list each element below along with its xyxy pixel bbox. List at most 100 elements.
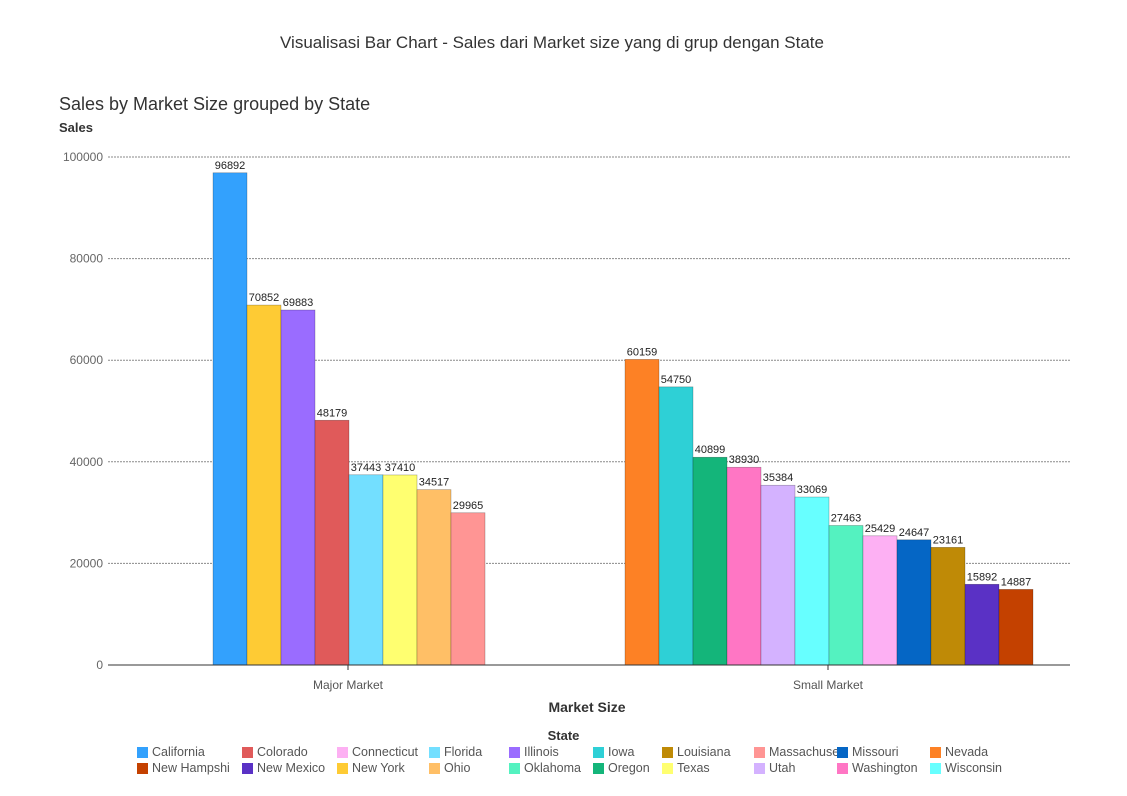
bar-iowa [658, 386, 694, 666]
legend-label: Connecticut [352, 745, 419, 759]
bar-oklahoma [828, 525, 864, 666]
legend-label: Iowa [608, 745, 635, 759]
y-tick-label: 80000 [70, 252, 104, 266]
data-label: 34517 [419, 477, 450, 489]
legend-swatch [593, 746, 604, 758]
x-tick-label: Small Market [793, 678, 864, 692]
bar-colorado [314, 419, 350, 666]
bar-louisiana [930, 547, 966, 666]
bar-washington [726, 466, 762, 666]
y-tick-label: 40000 [70, 455, 104, 469]
data-label: 25429 [865, 523, 896, 535]
legend-item: Nevada [930, 745, 1017, 759]
legend-item: Connecticut [337, 745, 429, 759]
legend-label: Missouri [852, 745, 899, 759]
legend-item: Colorado [242, 745, 337, 759]
x-tick-label: Major Market [313, 678, 384, 692]
bar-new-mexico [964, 583, 1000, 666]
legend-swatch [337, 762, 348, 774]
legend-item: California [137, 745, 242, 759]
legend-swatch [930, 762, 941, 774]
legend-item: Oklahoma [509, 761, 593, 775]
legend-label: Massachuset [769, 745, 843, 759]
data-label: 14887 [1001, 576, 1032, 588]
legend-item: Oregon [593, 761, 662, 775]
legend-label: Wisconsin [945, 761, 1002, 775]
legend-swatch [242, 746, 253, 758]
y-axis-title: Sales [59, 120, 93, 135]
data-label: 37410 [385, 462, 416, 474]
legend-item: Louisiana [662, 745, 754, 759]
legend-title: State [547, 728, 580, 743]
legend-item: Washington [837, 761, 930, 775]
bar-california [212, 172, 248, 666]
legend-label: Oklahoma [524, 761, 581, 775]
legend-label: Nevada [945, 745, 989, 759]
bar-missouri [896, 539, 932, 666]
bar-connecticut [862, 535, 898, 666]
data-label: 38930 [729, 454, 760, 466]
data-label: 54750 [661, 374, 692, 386]
legend-label: New York [352, 761, 405, 775]
legend-label: California [152, 745, 205, 759]
legend-swatch [593, 762, 604, 774]
data-label: 23161 [933, 534, 964, 546]
legend-item: New Mexico [242, 761, 337, 775]
legend-label: New Mexico [257, 761, 326, 775]
legend-swatch [429, 762, 440, 774]
data-label: 40899 [695, 444, 726, 456]
bar-texas [382, 474, 418, 666]
bar-florida [348, 474, 384, 666]
legend-swatch [662, 762, 673, 774]
y-tick-label: 60000 [70, 353, 104, 367]
legend-swatch [662, 746, 673, 758]
legend-swatch [137, 746, 148, 758]
legend-item: Iowa [593, 745, 662, 759]
legend-swatch [509, 746, 520, 758]
legend-item: New York [337, 761, 429, 775]
y-tick-label: 100000 [63, 150, 103, 164]
x-axis-title: Market Size [548, 699, 626, 715]
legend-swatch [754, 746, 765, 758]
legend-swatch [754, 762, 765, 774]
legend-label: Colorado [257, 745, 308, 759]
bar-chart: 0 20000 40000 60000 80000 100000 96892 70852 698… [63, 150, 1070, 692]
data-label: 70852 [249, 292, 280, 304]
legend-label: Washington [852, 761, 918, 775]
legend-swatch [837, 746, 848, 758]
data-label: 48179 [317, 407, 348, 419]
legend-item: Wisconsin [930, 761, 1017, 775]
data-label: 96892 [215, 160, 246, 172]
legend-label: Louisiana [677, 745, 731, 759]
legend-item: Massachuset [754, 745, 843, 759]
data-label: 35384 [763, 472, 794, 484]
y-tick-label: 0 [96, 658, 103, 672]
legend-swatch [837, 762, 848, 774]
legend-item: Illinois [509, 745, 593, 759]
bar-oregon [692, 456, 728, 666]
data-label: 15892 [967, 571, 998, 583]
legend-swatch [242, 762, 253, 774]
legend-swatch [930, 746, 941, 758]
bar-illinois [280, 309, 316, 666]
legend-label: Texas [677, 761, 710, 775]
legend: California Colorado Connecticut Florida Illi… [137, 745, 1017, 775]
data-label: 33069 [797, 484, 828, 496]
bar-massachuset [450, 512, 486, 666]
legend-swatch [429, 746, 440, 758]
legend-label: Utah [769, 761, 796, 775]
data-label: 69883 [283, 297, 314, 309]
bar-wisconsin [794, 496, 830, 666]
legend-label: Ohio [444, 761, 471, 775]
legend-label: Oregon [608, 761, 650, 775]
data-label: 27463 [831, 512, 862, 524]
legend-swatch [509, 762, 520, 774]
page-title: Visualisasi Bar Chart - Sales dari Marke… [280, 33, 824, 52]
bar-new-hampshi [998, 589, 1034, 666]
legend-swatch [137, 762, 148, 774]
legend-item: Missouri [837, 745, 930, 759]
legend-label: New Hampshi [152, 761, 230, 775]
bar-nevada [624, 359, 660, 666]
legend-swatch [337, 746, 348, 758]
legend-label: Florida [444, 745, 483, 759]
